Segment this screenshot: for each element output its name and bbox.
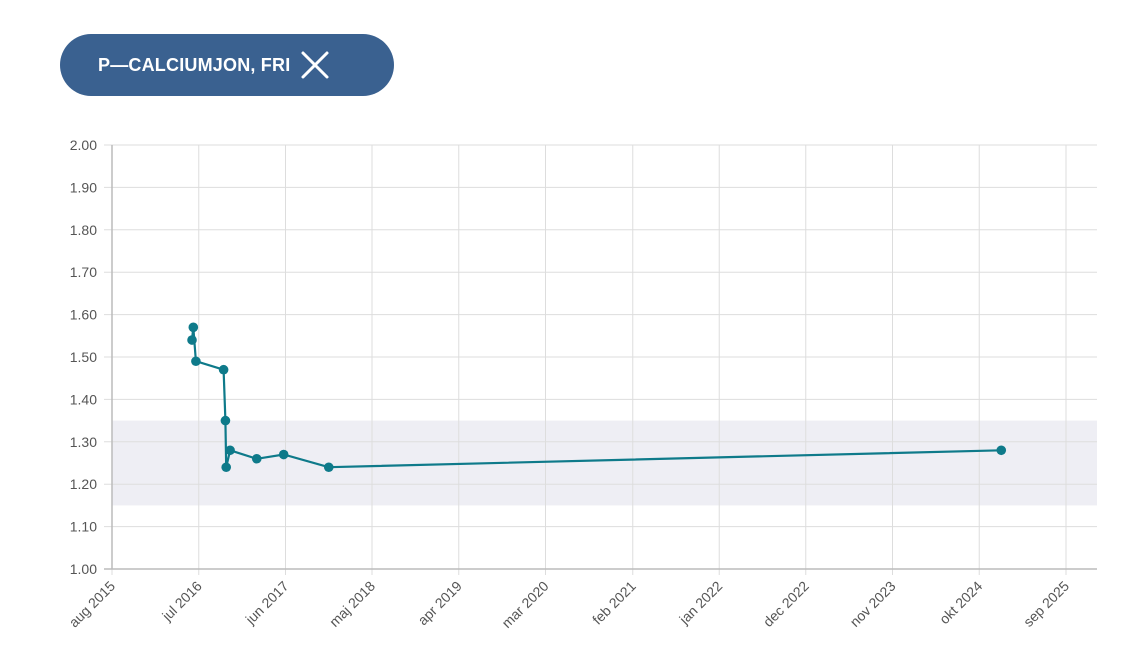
y-tick-label: 1.60 — [70, 307, 97, 323]
x-tick-label: sep 2025 — [1020, 578, 1072, 630]
y-tick-label: 1.40 — [70, 391, 97, 407]
data-point[interactable] — [191, 356, 201, 367]
data-point[interactable] — [188, 322, 199, 333]
x-tick-label: nov 2023 — [847, 578, 899, 630]
data-point[interactable] — [225, 445, 235, 456]
x-tick-label: feb 2021 — [589, 578, 639, 628]
x-tick-label: jan 2022 — [675, 578, 725, 628]
data-points — [187, 322, 1007, 473]
filter-chip-label: P—CALCIUMJON, FRI — [98, 54, 291, 75]
y-tick-label: 1.90 — [70, 179, 97, 195]
y-tick-label: 1.80 — [70, 222, 97, 238]
y-tick-labels: 2.00 1.90 1.80 1.70 1.60 1.50 1.40 1.30 1.20 1.10… — [70, 137, 97, 577]
y-tick-label: 1.00 — [70, 561, 97, 577]
data-point[interactable] — [187, 335, 197, 345]
filter-chip: P—CALCIUMJON, FRI — [60, 34, 394, 96]
x-tick-label: apr 2019 — [414, 578, 465, 629]
axes — [104, 145, 1097, 570]
x-tick-label: aug 2015 — [66, 578, 119, 631]
x-gridlines — [111, 145, 1067, 575]
x-tick-label: jun 2017 — [242, 578, 292, 628]
x-tick-label: jul 2016 — [158, 578, 205, 625]
x-tick-label: maj 2018 — [326, 578, 378, 630]
data-point[interactable] — [220, 415, 231, 426]
data-point[interactable] — [278, 449, 289, 460]
reference-range-band — [112, 420, 1097, 506]
data-point[interactable] — [996, 445, 1007, 456]
data-point[interactable] — [251, 453, 262, 464]
data-point[interactable] — [221, 462, 232, 473]
y-tick-label: 1.20 — [70, 476, 97, 492]
close-icon[interactable] — [300, 50, 330, 80]
y-tick-label: 1.70 — [70, 264, 97, 280]
x-tick-label: okt 2024 — [936, 578, 985, 627]
x-tick-labels: aug 2015 jul 2016 jun 2017 maj 2018 apr 2019… — [66, 578, 1073, 631]
x-tick-label: dec 2022 — [760, 578, 812, 630]
y-tick-label: 1.30 — [70, 434, 97, 450]
y-tick-label: 2.00 — [70, 137, 97, 153]
x-tick-label: mar 2020 — [498, 578, 551, 631]
data-point[interactable] — [218, 364, 229, 375]
y-tick-label: 1.50 — [70, 349, 97, 365]
y-tick-label: 1.10 — [70, 519, 97, 535]
data-point[interactable] — [323, 462, 334, 473]
